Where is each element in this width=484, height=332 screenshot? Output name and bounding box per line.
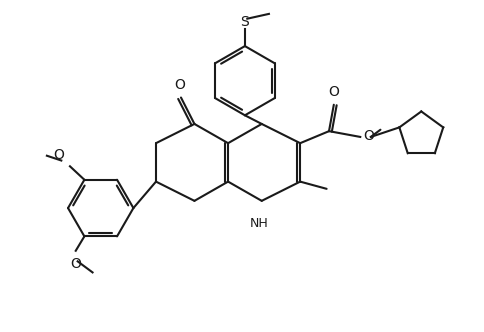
Text: O: O bbox=[363, 129, 373, 143]
Text: O: O bbox=[53, 148, 64, 162]
Text: S: S bbox=[240, 15, 249, 29]
Text: NH: NH bbox=[249, 217, 268, 230]
Text: O: O bbox=[328, 85, 338, 99]
Text: O: O bbox=[70, 257, 81, 271]
Text: O: O bbox=[174, 78, 184, 92]
